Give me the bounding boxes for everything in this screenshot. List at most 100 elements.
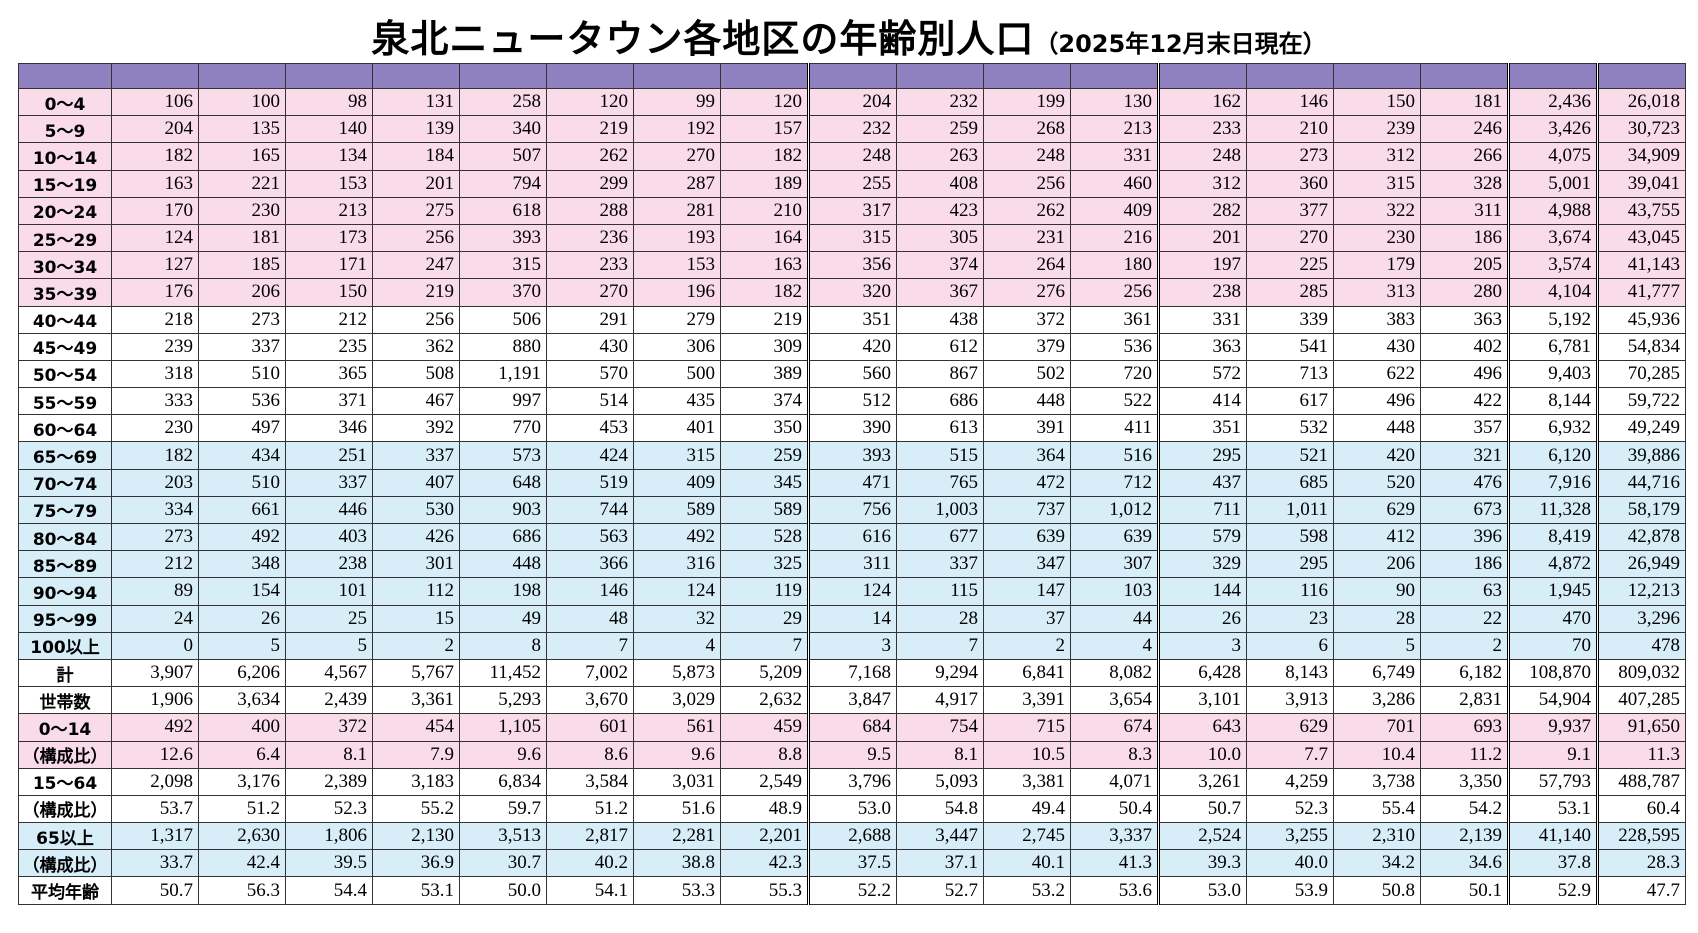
cell: 639 — [1070, 522, 1159, 552]
row-label: 15～19 — [18, 169, 112, 198]
cell: 8 — [459, 631, 547, 660]
header-cell — [1157, 63, 1247, 89]
cell: 3,381 — [983, 767, 1071, 796]
cell: 1,003 — [896, 495, 984, 525]
cell: 3,361 — [372, 686, 460, 715]
table-row: 35～39 176 206 150 219 370 270 196 182 320 367 276 25… — [18, 278, 1686, 307]
cell: 295 — [1246, 550, 1334, 579]
cell: 192 — [633, 115, 721, 144]
cell: 48.9 — [720, 794, 809, 824]
cell: 270 — [633, 142, 721, 171]
cell: 1,105 — [459, 713, 547, 742]
cell: 3,101 — [1157, 686, 1247, 715]
cell: 179 — [1333, 251, 1421, 280]
cell: 528 — [720, 522, 809, 552]
cell: 598 — [1246, 522, 1334, 552]
cell: 6,206 — [198, 658, 286, 688]
cell: 186 — [1420, 223, 1509, 253]
cell: 497 — [198, 414, 286, 443]
cell: 320 — [807, 278, 897, 307]
cell: 10.0 — [1157, 740, 1247, 769]
cell: 383 — [1333, 305, 1421, 334]
cell: 54.2 — [1420, 794, 1509, 824]
header-cell — [459, 63, 547, 89]
table-row: 90～94 89 154 101 112 198 146 124 119 124 115 147 103… — [18, 577, 1686, 606]
title: 泉北ニュータウン各地区の年齢別人口 — [371, 17, 1035, 61]
cell: 307 — [1070, 550, 1159, 579]
cell: 56.3 — [198, 876, 286, 905]
cell: 124 — [807, 577, 897, 606]
cell: 333 — [111, 387, 199, 416]
cell: 434 — [198, 441, 286, 470]
cell: 212 — [285, 305, 373, 334]
cell: 230 — [198, 196, 286, 225]
cell: 476 — [1420, 468, 1509, 497]
table-row: 60～64 230 497 346 392 770 453 401 350 390 613 391 41… — [18, 414, 1686, 443]
header-cell — [1070, 63, 1159, 89]
cell: 4,071 — [1070, 767, 1159, 796]
cell: 150 — [1333, 87, 1421, 117]
row-label: 55～59 — [18, 387, 112, 416]
cell: 322 — [1333, 196, 1421, 225]
cell: 712 — [1070, 468, 1159, 497]
cell: 674 — [1070, 713, 1159, 742]
cell: 53.3 — [633, 876, 721, 905]
cell: 180 — [1070, 251, 1159, 280]
cell: 26 — [198, 604, 286, 633]
cell: 53.6 — [1070, 876, 1159, 905]
header-cell — [1420, 63, 1509, 89]
cell: 281 — [633, 196, 721, 225]
cell: 204 — [807, 87, 897, 117]
cell: 30.7 — [459, 849, 547, 878]
cell: 3,574 — [1507, 251, 1598, 280]
table-row: 100以上 0 5 5 2 8 7 4 7 3 7 2 4 3 6 5 2 70 478 — [18, 631, 1686, 660]
cell: 199 — [983, 87, 1071, 117]
cell: 256 — [372, 223, 460, 253]
cell: 677 — [896, 522, 984, 552]
cell: 165 — [198, 142, 286, 171]
cell: 52.9 — [1507, 876, 1598, 905]
cell: 519 — [546, 468, 634, 497]
row-label: 15～64 — [18, 767, 112, 796]
cell: 470 — [1507, 604, 1598, 633]
cell: 4 — [633, 631, 721, 660]
cell: 116 — [1246, 577, 1334, 606]
cell: 41.3 — [1070, 849, 1159, 878]
cell: 1,945 — [1507, 577, 1598, 606]
cell: 7.9 — [372, 740, 460, 769]
header-cell — [111, 63, 199, 89]
cell: 153 — [633, 251, 721, 280]
cell: 276 — [983, 278, 1071, 307]
cell: 414 — [1157, 387, 1247, 416]
cell: 50.0 — [459, 876, 547, 905]
cell: 51.2 — [546, 794, 634, 824]
cell: 4,259 — [1246, 767, 1334, 796]
cell: 346 — [285, 414, 373, 443]
table-row: （構成比） 53.7 51.2 52.3 55.2 59.7 51.2 51.6 48.9 53.… — [18, 794, 1686, 824]
row-label: 85～89 — [18, 550, 112, 579]
cell: 124 — [633, 577, 721, 606]
table-row: 55～59 333 536 371 467 997 514 435 374 512 686 448 52… — [18, 387, 1686, 416]
header-cell — [807, 63, 897, 89]
cell: 337 — [372, 441, 460, 470]
cell: 737 — [983, 495, 1071, 525]
cell: 37.1 — [896, 849, 984, 878]
cell: 225 — [1246, 251, 1334, 280]
cell: 270 — [546, 278, 634, 307]
cell: 3,674 — [1507, 223, 1598, 253]
cell: 3,031 — [633, 767, 721, 796]
cell: 42.4 — [198, 849, 286, 878]
cell: 15 — [372, 604, 460, 633]
cell: 409 — [1070, 196, 1159, 225]
cell: 8.1 — [896, 740, 984, 769]
row-label: （構成比） — [18, 849, 112, 878]
cell: 770 — [459, 414, 547, 443]
cell: 41,777 — [1596, 278, 1686, 307]
title-block: 泉北ニュータウン各地区の年齢別人口（2025年12月末日現在） — [0, 8, 1698, 63]
cell: 448 — [983, 387, 1071, 416]
cell: 315 — [459, 251, 547, 280]
table-row: 70～74 203 510 337 407 648 519 409 345 471 765 472 71… — [18, 468, 1686, 497]
row-label: 75～79 — [18, 495, 112, 525]
cell: 163 — [720, 251, 809, 280]
